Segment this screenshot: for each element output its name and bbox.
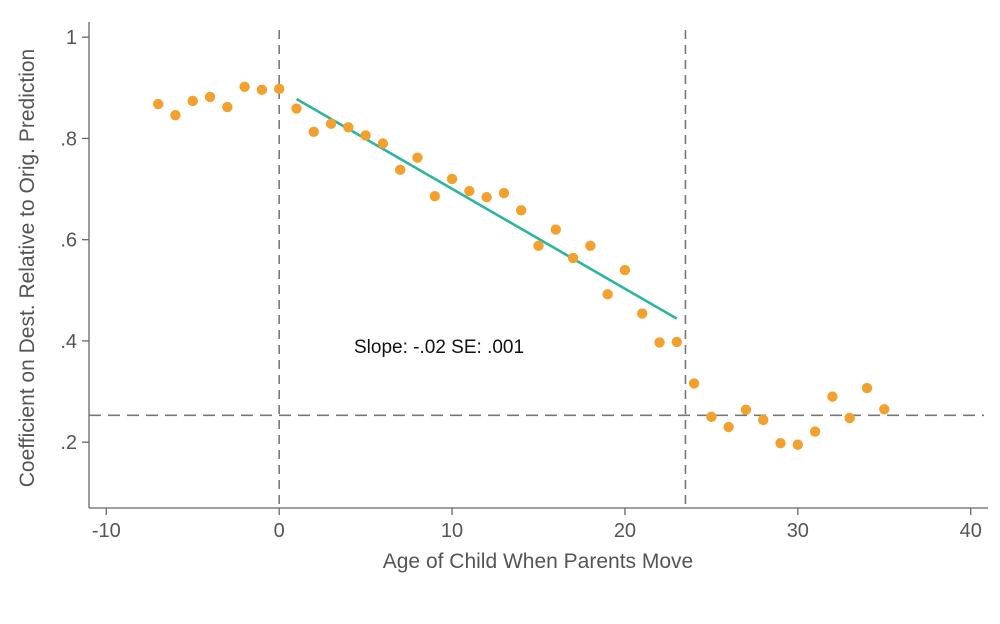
data-point xyxy=(291,103,302,114)
data-point xyxy=(654,337,665,348)
data-point xyxy=(619,264,631,276)
data-point xyxy=(464,185,475,197)
fit-line xyxy=(295,97,678,320)
data-point xyxy=(187,95,198,107)
data-point xyxy=(343,122,354,133)
data-point xyxy=(308,126,319,138)
x-tick-label: 0 xyxy=(274,520,285,542)
data-point xyxy=(429,190,440,202)
reference-lines xyxy=(89,30,984,508)
x-ticks: -10 0 10 20 30 40 xyxy=(92,508,982,542)
data-point xyxy=(239,81,250,93)
y-tick-label: .2 xyxy=(60,432,77,454)
data-point xyxy=(671,336,683,348)
y-tick-label: .6 xyxy=(60,230,77,252)
data-point xyxy=(740,404,752,415)
data-point xyxy=(152,98,164,110)
data-point xyxy=(170,109,181,121)
data-point xyxy=(222,101,233,113)
data-point xyxy=(256,84,268,96)
data-point xyxy=(446,173,458,185)
data-point xyxy=(758,414,769,426)
data-point xyxy=(377,138,389,149)
x-tick-label: 20 xyxy=(614,520,636,542)
x-axis-title: Age of Child When Parents Move xyxy=(383,550,694,573)
x-tick-label: 30 xyxy=(787,520,809,542)
y-tick-label: .4 xyxy=(60,331,77,353)
y-axis-title: Coefficient on Dest. Relative to Orig. P… xyxy=(16,49,39,488)
x-tick-label: 40 xyxy=(960,520,982,542)
y-tick-label: 1 xyxy=(66,27,77,49)
data-point xyxy=(412,152,423,163)
data-point xyxy=(498,187,510,199)
data-point xyxy=(688,378,700,389)
data-point xyxy=(637,308,648,319)
x-tick-label: -10 xyxy=(92,520,121,542)
data-point xyxy=(204,91,216,103)
axes xyxy=(88,22,988,509)
data-point xyxy=(481,191,492,203)
data-point xyxy=(585,240,596,251)
data-point xyxy=(844,412,855,424)
data-point xyxy=(723,421,734,433)
slope-annotation: Slope: -.02 SE: .001 xyxy=(354,337,524,358)
data-point xyxy=(706,411,717,423)
y-tick-label: .8 xyxy=(60,128,77,150)
data-point xyxy=(879,404,890,415)
data-point xyxy=(533,240,544,251)
data-point xyxy=(775,438,786,449)
data-point xyxy=(792,439,804,450)
data-point xyxy=(827,391,838,402)
data-point xyxy=(325,118,337,129)
y-ticks: 1 .8 .6 .4 .2 xyxy=(60,27,89,454)
data-point xyxy=(602,289,613,300)
x-tick-label: 10 xyxy=(441,520,463,542)
data-point xyxy=(516,205,527,216)
data-point xyxy=(809,426,821,437)
data-point xyxy=(550,224,561,235)
data-point xyxy=(567,252,579,264)
data-point xyxy=(360,130,371,141)
data-points xyxy=(152,81,890,450)
fit-line-group xyxy=(295,97,678,320)
data-point xyxy=(394,164,406,176)
data-point xyxy=(273,83,285,95)
data-point xyxy=(861,382,873,394)
